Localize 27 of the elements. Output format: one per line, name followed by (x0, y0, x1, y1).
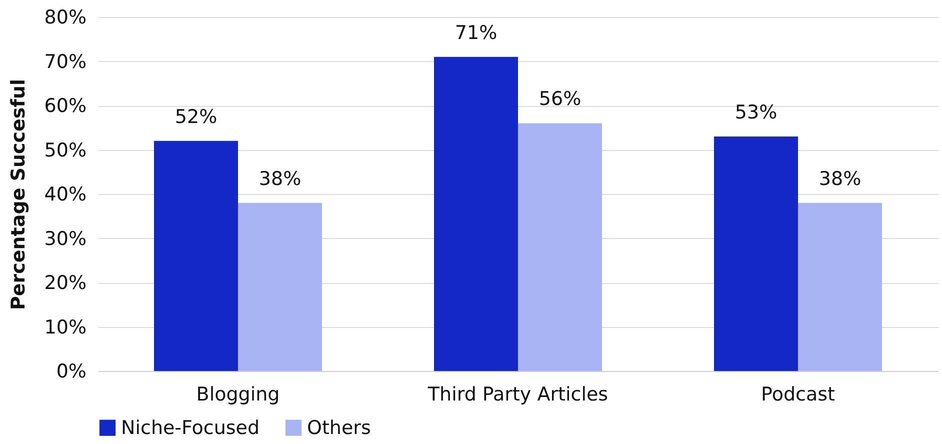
bar (798, 202, 882, 371)
y-tick-label: 0% (56, 360, 86, 382)
y-tick-label: 50% (44, 139, 86, 162)
y-axis-title: Percentage Succesful (7, 78, 30, 310)
y-tick-label: 40% (44, 184, 86, 206)
data-label: 38% (258, 168, 302, 190)
bar (238, 202, 322, 371)
data-label: 52% (174, 106, 218, 128)
x-tick-label: Third Party Articles (426, 384, 608, 406)
legend-label: Niche-Focused (121, 416, 260, 439)
y-tick-label: 60% (44, 95, 86, 117)
y-tick-label: 10% (44, 316, 86, 338)
data-label: 56% (538, 88, 582, 110)
bar (434, 56, 518, 371)
x-tick-label: Blogging (196, 384, 280, 406)
y-tick-label: 30% (44, 228, 86, 250)
y-tick-label: 70% (44, 50, 86, 73)
x-tick-label: Podcast (761, 384, 835, 406)
bar (154, 140, 238, 371)
data-label: 71% (454, 22, 498, 44)
bar (714, 136, 798, 371)
y-tick-label: 20% (44, 272, 86, 294)
legend-label: Others (307, 416, 371, 439)
data-label: 38% (818, 168, 862, 190)
y-tick-label: 80% (44, 6, 86, 28)
data-label: 53% (734, 101, 778, 124)
bar (518, 123, 602, 371)
